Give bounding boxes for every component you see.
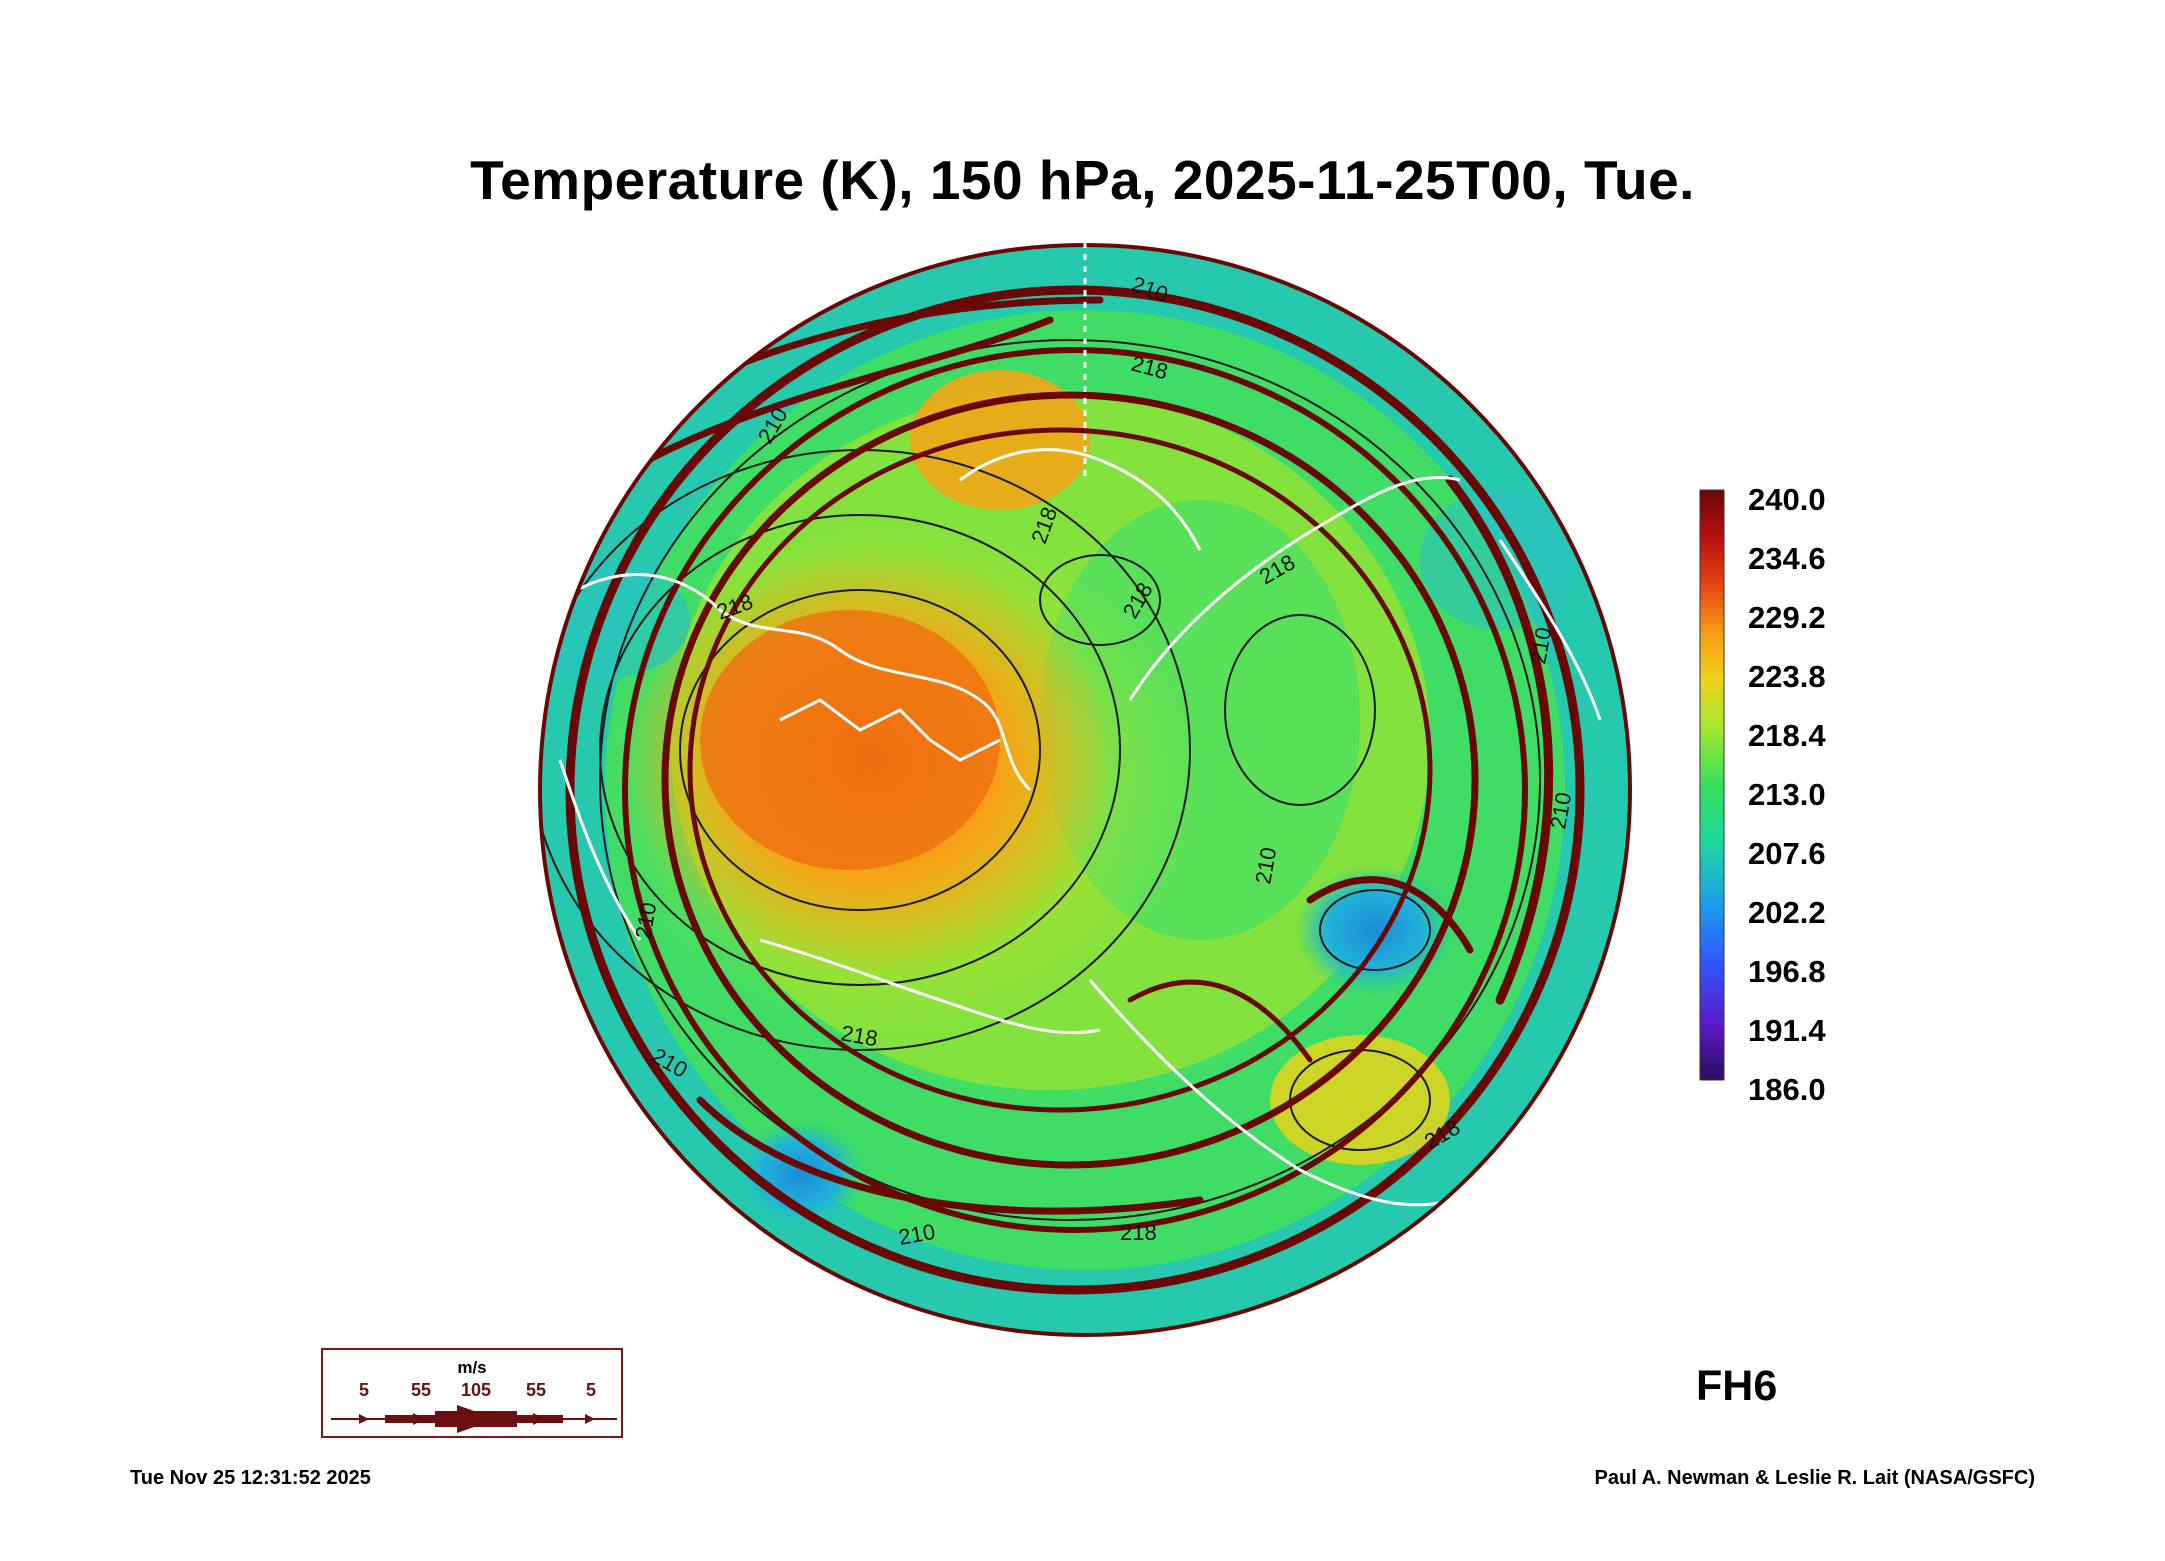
contour-label: 218 xyxy=(1120,1220,1157,1245)
map-title: Temperature (K), 150 hPa, 2025-11-25T00,… xyxy=(470,149,1695,211)
colorbar-tick-label: 191.4 xyxy=(1748,1013,1826,1048)
footer-credit: Paul A. Newman & Leslie R. Lait (NASA/GS… xyxy=(1594,1467,2035,1489)
wind-legend-arrows xyxy=(331,1405,617,1433)
colorbar-tick-label: 229.2 xyxy=(1748,600,1826,635)
colorbar-tick-label: 213.0 xyxy=(1748,777,1826,812)
wind-legend-speed-label: 55 xyxy=(410,1380,432,1400)
colorbar-tick-label: 240.0 xyxy=(1748,482,1826,517)
colorbar-tick-label: 207.6 xyxy=(1748,836,1826,871)
coastlines xyxy=(558,448,1602,1207)
colorbar-tick-label: 186.0 xyxy=(1748,1072,1826,1107)
wind-legend: m/s 5 55 105 55 5 xyxy=(321,1348,623,1438)
colorbar-tick-label: 234.6 xyxy=(1748,541,1826,576)
colorbar-tick-label: 223.8 xyxy=(1748,659,1826,694)
colorbar-tick-label: 196.8 xyxy=(1748,954,1826,989)
colorbar-tick-label: 202.2 xyxy=(1748,895,1826,930)
forecast-hour: FH6 xyxy=(1696,1362,1778,1410)
wind-legend-speed-label: 105 xyxy=(460,1380,492,1400)
wind-legend-speed-label: 5 xyxy=(585,1380,597,1400)
wind-legend-unit: m/s xyxy=(457,1358,487,1377)
wind-legend-speed-label: 55 xyxy=(525,1380,547,1400)
footer-timestamp: Tue Nov 25 12:31:52 2025 xyxy=(130,1467,371,1489)
colorbar xyxy=(1699,489,1725,1081)
temperature-field xyxy=(540,245,1630,1335)
wind-legend-speed-label: 5 xyxy=(358,1380,370,1400)
colorbar-tick-label: 218.4 xyxy=(1748,718,1826,753)
